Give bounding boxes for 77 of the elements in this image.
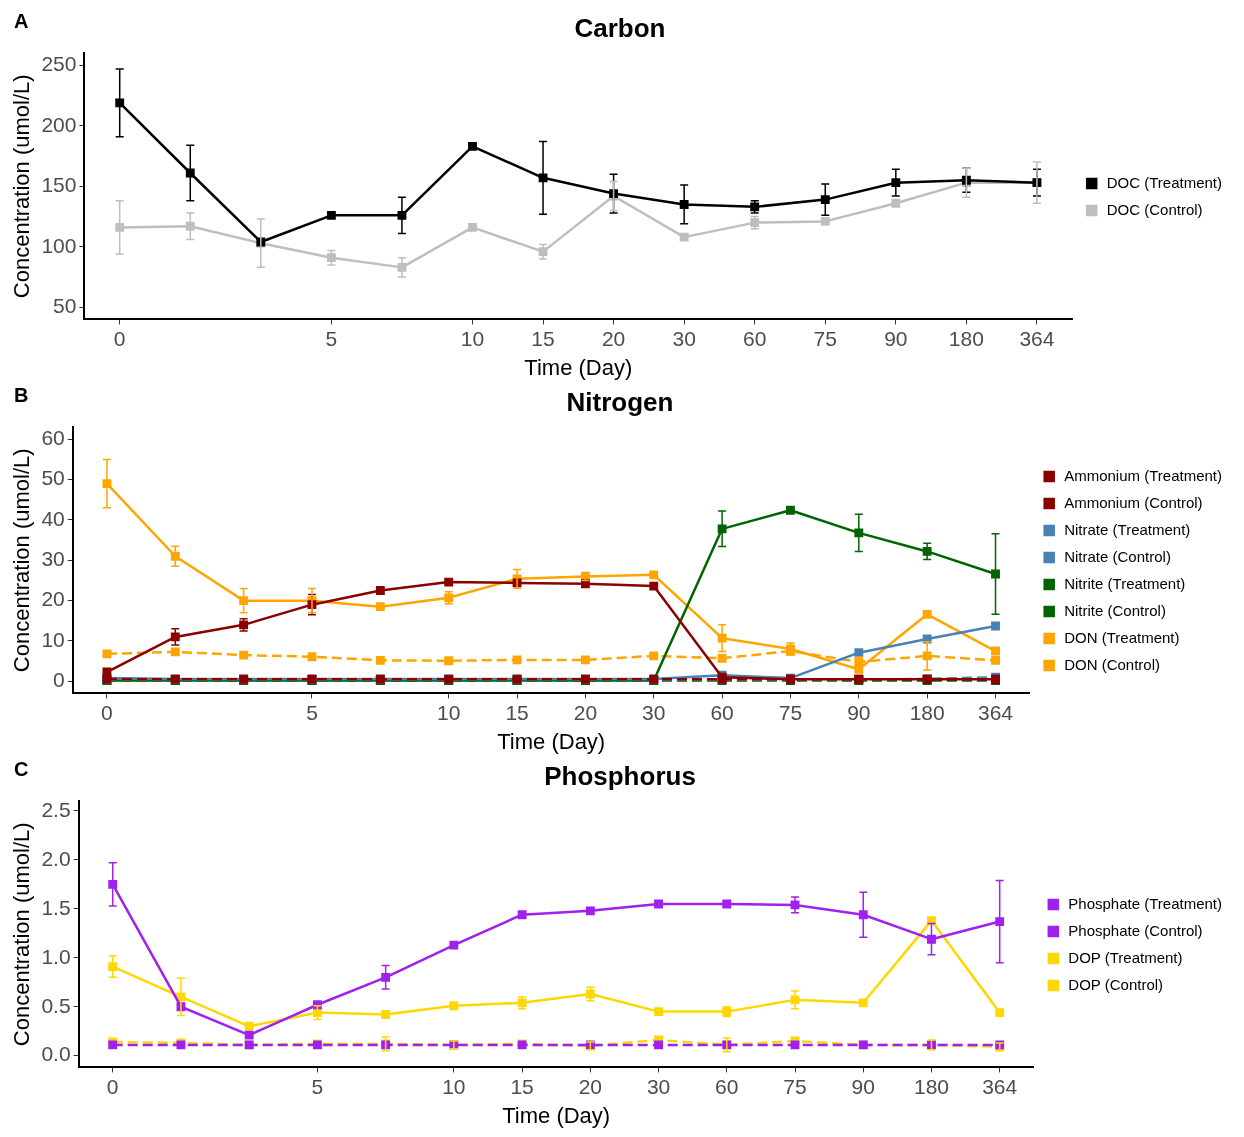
y-tick-label: 0.0	[41, 1042, 71, 1066]
x-tick-label: 15	[531, 326, 555, 350]
x-tick-label: 364	[1019, 326, 1055, 350]
y-axis-title: Concentration (umol/L)	[9, 822, 35, 1047]
x-tick-label: 10	[442, 1074, 466, 1098]
x-tick-label: 364	[982, 1074, 1018, 1098]
x-tick-label: 180	[913, 1074, 949, 1098]
y-axis-title: Concentration (umol/L)	[9, 74, 35, 299]
text: A	[14, 10, 29, 33]
x-tick-label: 60	[715, 1074, 739, 1098]
legend-label: DOP (Control)	[1068, 975, 1164, 993]
y-tick-label: 1.0	[41, 944, 71, 968]
chart-title: Phosphorus	[544, 760, 696, 791]
x-tick-label: 90	[851, 1074, 875, 1098]
legend-label: Phosphate (Control)	[1068, 921, 1203, 939]
legend-label: Nitrate (Control)	[1064, 547, 1171, 565]
legend-label: Nitrate (Treatment)	[1064, 520, 1191, 538]
x-tick-label: 30	[642, 700, 666, 724]
chart-title: Carbon	[574, 12, 666, 43]
legend-label: DOP (Treatment)	[1068, 948, 1183, 966]
x-tick-label: 20	[601, 326, 626, 350]
x-axis-title: Time (Day)	[502, 1102, 611, 1128]
legend-label: DOC (Control)	[1106, 200, 1203, 218]
legend-label: DON (Control)	[1064, 655, 1161, 673]
y-tick-label: 40	[41, 506, 65, 530]
x-tick-label: 5	[325, 326, 338, 350]
x-tick-label: 90	[847, 700, 871, 724]
y-tick-label: 50	[53, 294, 77, 318]
x-axis-title: Time (Day)	[497, 728, 606, 754]
x-tick-label: 90	[884, 326, 908, 350]
x-tick-label: 10	[437, 700, 461, 724]
x-tick-label: 75	[783, 1074, 807, 1098]
text: B	[14, 384, 29, 407]
legend-label: Nitrite (Treatment)	[1064, 574, 1186, 592]
x-tick-label: 75	[813, 326, 837, 350]
x-tick-label: 15	[510, 1074, 534, 1098]
y-tick-label: 200	[41, 112, 77, 136]
x-axis-title: Time (Day)	[524, 354, 633, 380]
y-axis-title: Concentration (umol/L)	[9, 448, 35, 673]
legend-label: Phosphate (Treatment)	[1068, 894, 1222, 912]
x-tick-label: 0	[106, 1074, 119, 1098]
legend-label: Nitrite (Control)	[1064, 601, 1166, 619]
x-tick-label: 15	[505, 700, 529, 724]
x-tick-label: 5	[311, 1074, 324, 1098]
x-tick-label: 180	[948, 326, 984, 350]
x-tick-label: 75	[778, 700, 803, 724]
x-tick-label: 20	[573, 700, 598, 724]
y-tick-label: 150	[41, 173, 77, 197]
x-tick-label: 30	[646, 1074, 671, 1098]
x-tick-label: 10	[460, 326, 485, 350]
y-tick-label: 10	[41, 627, 65, 651]
y-tick-label: 1.5	[41, 895, 71, 919]
y-tick-label: 30	[41, 547, 65, 571]
x-tick-label: 60	[743, 326, 767, 350]
x-tick-label: 364	[977, 700, 1014, 724]
y-tick-label: 2.5	[41, 797, 71, 821]
y-tick-label: 250	[41, 52, 77, 76]
x-tick-label: 20	[578, 1074, 602, 1098]
x-tick-label: 30	[672, 326, 696, 350]
x-tick-label: 60	[710, 700, 734, 724]
y-tick-label: 60	[41, 426, 65, 450]
x-tick-label: 0	[101, 700, 113, 724]
legend-label: Ammonium (Control)	[1064, 493, 1203, 511]
x-tick-label: 0	[113, 326, 126, 350]
y-tick-label: 0.5	[41, 993, 71, 1017]
y-tick-label: 50	[41, 466, 65, 490]
legend-label: DOC (Treatment)	[1106, 173, 1223, 191]
text: C	[14, 758, 29, 781]
y-tick-label: 20	[41, 587, 65, 611]
legend-label: DON (Treatment)	[1064, 628, 1180, 646]
y-tick-label: 0	[53, 668, 65, 692]
y-tick-label: 2.0	[41, 846, 71, 870]
legend-label: Ammonium (Treatment)	[1064, 466, 1222, 484]
chart-title: Nitrogen	[566, 386, 674, 417]
x-tick-label: 180	[909, 700, 945, 724]
y-tick-label: 100	[41, 233, 77, 257]
x-tick-label: 5	[306, 700, 318, 724]
